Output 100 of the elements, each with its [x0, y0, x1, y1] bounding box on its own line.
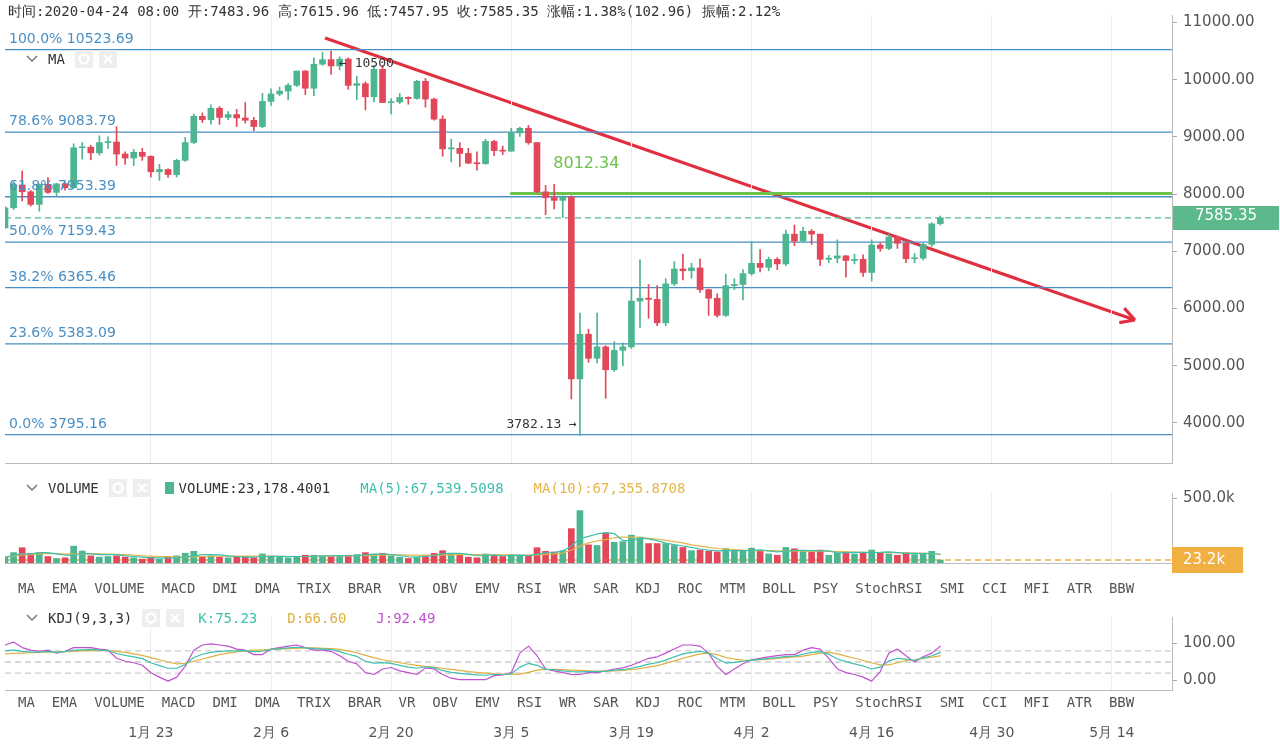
y-tick-label: 500.0k [1183, 488, 1235, 507]
text: DMA [254, 694, 281, 710]
text: MA(5):67,539.5098 [360, 480, 504, 496]
text: MFI [1024, 694, 1050, 710]
y-tick-label: 8000.00 [1183, 183, 1246, 202]
y-tick-label: 100.00 [1183, 633, 1236, 652]
ref-line-label: 38.2% 6365.46 [9, 267, 116, 284]
ref-line-label: 78.6% 9083.79 [9, 112, 116, 129]
text: CCI [982, 580, 1008, 596]
text: MACD [161, 694, 196, 710]
bar [748, 547, 755, 563]
text: DMI [212, 694, 238, 710]
bar [156, 558, 163, 563]
annotation: 3782.13 → [506, 416, 577, 432]
x-tick-label: 4月 2 [733, 724, 770, 741]
bar [670, 545, 678, 563]
text: RSI [516, 694, 543, 710]
text: EMA [51, 580, 78, 596]
text: BBW [1108, 694, 1135, 710]
candlestick [499, 145, 507, 155]
candlestick [353, 75, 361, 101]
text: PSY [813, 694, 839, 710]
bar [465, 556, 472, 563]
text: ATR [1066, 580, 1092, 596]
x-tick-label: 3月 19 [608, 724, 654, 741]
bar [653, 543, 661, 563]
text: ROC [677, 580, 703, 596]
text: EMV [474, 580, 500, 596]
series-label: K:75.23 [198, 610, 258, 626]
bar [688, 550, 695, 563]
bar [104, 556, 112, 563]
text: StochRSI [855, 694, 923, 710]
text: MTM [719, 580, 746, 596]
text: TRIX [297, 580, 331, 596]
series-label: D:66.60 [287, 610, 347, 626]
text: VOLUME [94, 580, 145, 596]
text: KDJ [635, 694, 661, 710]
bar [53, 558, 60, 563]
ref-line-label: 100.0% 10523.69 [9, 29, 134, 46]
x-tick-label: 4月 30 [969, 724, 1015, 741]
text: BOLL [762, 694, 796, 710]
text: MA [18, 694, 35, 710]
text: SAR [593, 694, 619, 710]
text: EMA [51, 694, 78, 710]
bar [773, 554, 781, 563]
bar [216, 556, 223, 563]
text: EMV [474, 694, 500, 710]
annotation: MA [48, 51, 65, 67]
y-tick-label: 7000.00 [1183, 241, 1246, 260]
bar [130, 557, 138, 563]
ref-line-label: 0.0% 3795.16 [9, 414, 107, 431]
bar [396, 556, 404, 563]
bar [662, 543, 670, 563]
text: MACD [161, 580, 196, 596]
candlestick [78, 142, 86, 160]
bar [679, 547, 687, 563]
bar [859, 552, 867, 563]
text: BRAR [347, 580, 382, 596]
y-tick-label: 23.2k [1183, 549, 1226, 568]
text: TRIX [297, 694, 331, 710]
bar [473, 557, 481, 563]
bar [765, 553, 773, 563]
text: MA [18, 580, 35, 596]
text: VR [398, 580, 416, 596]
bar [138, 558, 146, 563]
bar [585, 544, 592, 563]
text: BBW [1108, 580, 1135, 596]
text: WR [559, 580, 577, 596]
text: VR [398, 694, 416, 710]
text: ROC [677, 694, 703, 710]
y-tick-label: 5000.00 [1183, 355, 1246, 374]
bar [825, 554, 833, 563]
annotation: ← 10500 [339, 55, 394, 71]
x-tick-label: 4月 16 [849, 724, 895, 741]
chart-title: KDJ(9,3,3) [48, 610, 133, 626]
bar [224, 557, 232, 563]
bar [404, 558, 412, 563]
bar [113, 555, 120, 563]
bar [568, 528, 575, 563]
text: OBV [432, 580, 458, 596]
bar [233, 556, 241, 563]
bar [645, 543, 652, 563]
text: J:92.49 [376, 610, 436, 626]
bar [87, 555, 95, 563]
bar [876, 552, 884, 563]
bar [731, 551, 738, 563]
y-tick-label: 11000.00 [1183, 12, 1255, 31]
text: CCI [982, 694, 1008, 710]
text: SMI [939, 694, 966, 710]
y-tick-label: 0.00 [1183, 670, 1217, 689]
bar [61, 557, 69, 563]
bar [705, 551, 712, 563]
legend-label: VOLUME:23,178.4001 [178, 480, 331, 496]
text: OBV [432, 694, 458, 710]
bar [756, 551, 764, 563]
text: BOLL [762, 580, 796, 596]
bar [834, 552, 841, 563]
x-tick-label: 3月 5 [493, 724, 530, 741]
text: DMI [212, 580, 238, 596]
bar [936, 559, 944, 563]
